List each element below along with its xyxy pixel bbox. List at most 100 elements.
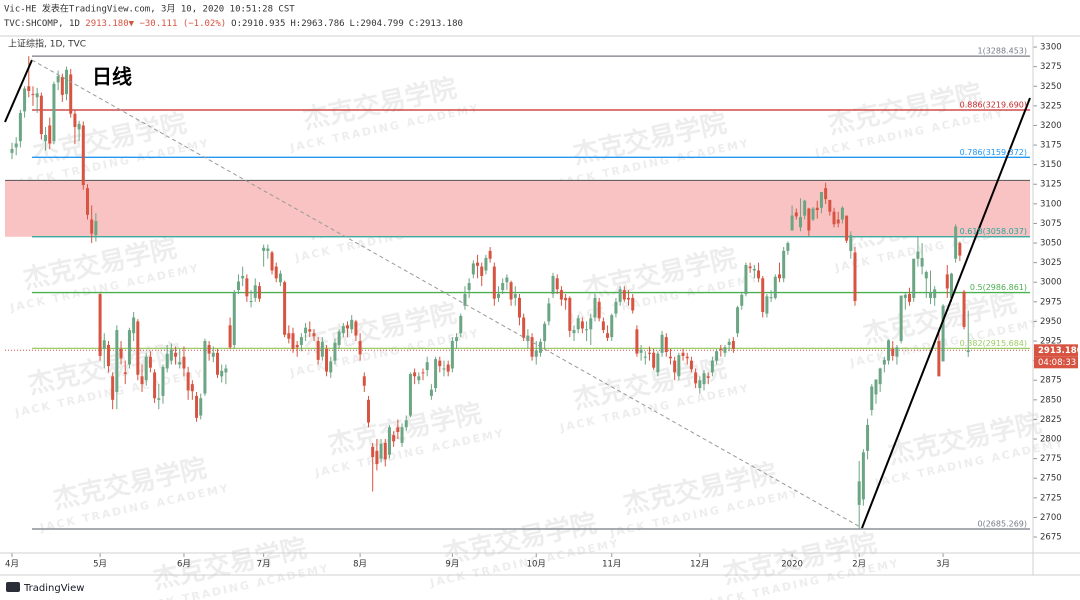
candle-body [459,315,463,334]
candle-body [283,282,287,335]
candle-body [476,262,480,266]
candle-body [375,450,379,465]
candle-body [601,321,605,331]
x-tick-label: 6月 [177,560,191,570]
candle-body [857,481,861,505]
candle-body [949,273,953,298]
candle-body [354,321,358,336]
fib-label: 0.5(2986.861) [970,283,1027,292]
candle-body [534,350,538,357]
candle-body [522,317,526,338]
candle-body [249,301,253,303]
y-tick-label: 3125 [1040,180,1062,190]
candle-body [643,356,647,358]
candle-body [425,362,429,371]
candle-body [429,389,433,396]
candle-body [505,277,509,283]
candle-body [572,330,576,334]
candle-body [933,289,937,298]
candle-body [148,356,152,368]
candle-body [69,74,73,114]
candle-body [941,305,945,362]
candle-body [253,285,257,298]
x-tick-label: 5月 [93,560,107,570]
candle-body [748,266,752,269]
x-tick-label: 11月 [602,560,621,570]
candle-body [815,207,819,211]
y-tick-label: 3025 [1040,258,1062,268]
candle-body [161,366,165,396]
candle-body [366,399,370,423]
candle-body [488,250,492,259]
trend-line [861,97,1031,529]
candle-body [861,452,865,500]
candle-body [526,335,530,342]
candle-body [551,275,555,294]
candle-body [31,94,35,96]
candle-body [824,188,828,200]
candle-body [274,266,278,279]
candle-body [190,384,194,392]
candle-body [790,215,794,231]
candle-body [127,330,131,365]
candle-body [731,341,735,349]
candle-body [631,297,635,311]
labels: 1(3288.453) 0.886(3219.690) 0.786(3159.372… [5,43,1080,570]
candle-body [832,211,836,225]
candle-body [635,329,639,354]
candle-body [320,341,324,357]
candle-body [656,353,660,373]
candle-body [891,348,895,356]
x-tick-label: 8月 [353,560,367,570]
candle-body [90,219,94,234]
candle-body [270,252,274,271]
candle-body [807,208,811,231]
header-author: Vic-HE 发表在TradingView.com, 3月 10, 2020 1… [4,3,295,15]
candle-body [60,76,64,95]
candle-body [786,243,790,251]
candle-body [798,217,802,228]
candle-body [392,435,396,442]
candle-body [715,351,719,361]
ohlc-value: L:2904.799 [350,19,404,29]
candle-body [761,278,765,313]
candle-body [220,370,224,377]
candle-body [446,364,450,372]
x-tick-label: 4月 [5,560,19,570]
candle-body [840,207,844,220]
candle-body [18,112,22,142]
y-tick-label: 2925 [1040,337,1062,347]
candle-body [186,372,190,391]
candle-body [647,352,651,354]
candle-body [878,368,882,385]
trend-lines [4,59,1031,529]
candle-body [794,212,798,217]
fib-label: 0.786(3159.372) [960,148,1027,157]
candle-body [882,359,886,365]
candle-body [341,326,345,334]
candle-body [660,334,664,353]
candle-body [668,356,672,359]
ohlc: O:2910.935 H:2963.786 L:2904.799 C:2913.180 [231,19,463,29]
x-tick-label: 2020 [781,560,803,570]
fib-label: 0.382(2915.684) [960,339,1027,348]
quote: 2913.180▼ −30.111 (−1.02%) [85,19,226,29]
candle-body [757,270,761,279]
candle-body [434,359,438,389]
candle-body [438,360,442,367]
candle-body [266,248,270,251]
candle-body [195,395,199,418]
candle-body [14,143,18,148]
candle-body [379,443,383,459]
candle-body [585,329,589,331]
candle-body [362,376,366,386]
candle-body [295,344,299,348]
candle-body [241,275,245,279]
candle-body [685,356,689,359]
x-tick-label: 10月 [527,560,546,570]
candle-body [698,380,702,389]
y-tick-label: 3000 [1040,278,1062,288]
y-tick-label: 2700 [1040,513,1062,523]
candle-body [81,125,85,186]
candle-body [853,252,857,302]
